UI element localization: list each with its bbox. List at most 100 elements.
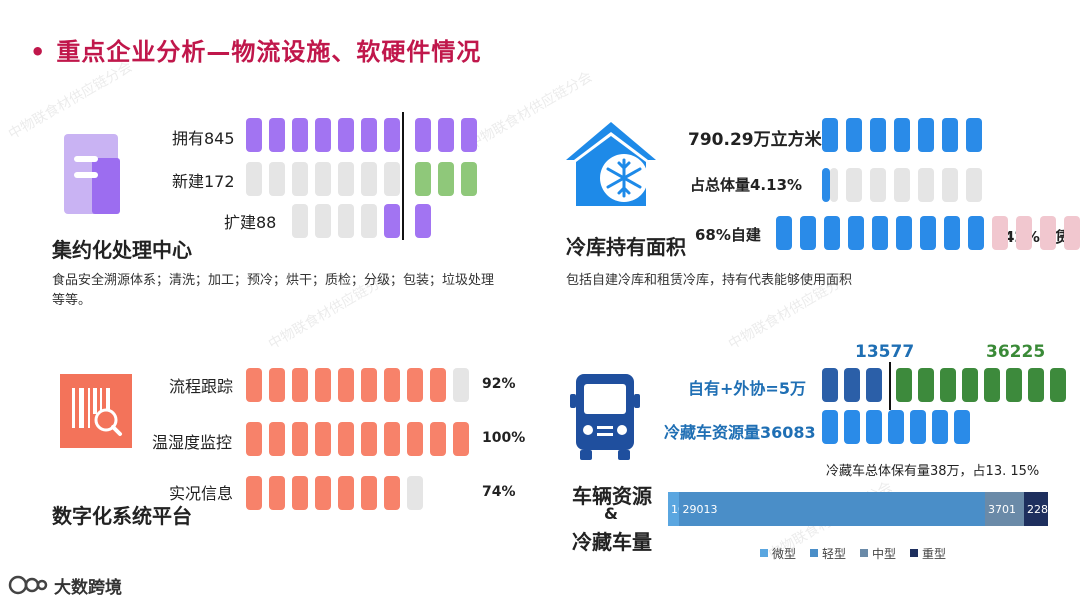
- truck-icon: [570, 370, 640, 462]
- own-vehicles-value: 13577: [855, 342, 915, 362]
- outsourced-vehicle-bar: [918, 368, 934, 402]
- outsourced-vehicle-bar: [962, 368, 978, 402]
- cold-storage-total-bar: [894, 118, 910, 152]
- outsourced-vehicle-bar: [940, 368, 956, 402]
- legend-swatch: [860, 549, 869, 557]
- icon-bar-row-0: [384, 118, 400, 152]
- brand-logo-icon: [8, 575, 48, 595]
- cold-storage-self-label: 68%自建: [695, 226, 761, 244]
- reefer-resource-bar: [954, 410, 970, 444]
- icon-bar-row-1: [361, 162, 377, 196]
- icon-bar-row-0: [361, 118, 377, 152]
- legend-label: 中型: [872, 546, 897, 561]
- row-label-owned: 拥有845: [172, 129, 235, 148]
- processing-center-description: 食品安全溯源体系；清洗；加工；预冷；烘干；质检；分级；包装；垃圾处理等等。: [52, 273, 495, 308]
- digital-bar-row-2: [338, 476, 354, 510]
- digital-bar-row-0: [292, 368, 308, 402]
- own-vehicle-bar: [822, 368, 838, 402]
- pct-process-tracking: 92%: [482, 376, 516, 392]
- cold-storage-share-bar: [830, 168, 838, 202]
- icon-bar-row-2: [292, 204, 308, 238]
- outsourced-vehicle-bar: [984, 368, 1000, 402]
- cold-storage-total-bar: [846, 118, 862, 152]
- digital-bar-row-2: [361, 476, 377, 510]
- cold-storage-self-bar: [920, 216, 936, 250]
- reefer-type-legend: 微型 轻型 中型 重型: [760, 542, 960, 562]
- digital-bar-row-1: [246, 422, 262, 456]
- pct-temp-humidity: 100%: [482, 430, 526, 446]
- cold-storage-total-bar: [870, 118, 886, 152]
- outsourced-vehicle-bar: [1006, 368, 1022, 402]
- cold-storage-total-bar: [966, 118, 982, 152]
- digital-bar-row-1: [453, 422, 469, 456]
- vehicles-heading-amp: &: [604, 504, 618, 523]
- reefer-label: 冷藏车资源量36083: [664, 423, 816, 442]
- digital-bar-row-0: [453, 368, 469, 402]
- digital-bar-row-0: [338, 368, 354, 402]
- icon-bar-row-0: [315, 118, 331, 152]
- bullet-icon: •: [30, 38, 47, 66]
- cold-storage-share-label: 占总体量4.13%: [690, 176, 803, 194]
- icon-bar-row-1: [315, 162, 331, 196]
- cold-storage-self-bar: [944, 216, 960, 250]
- pct-live-info: 74%: [482, 484, 516, 500]
- digital-bar-row-0: [246, 368, 262, 402]
- cold-storage-share-bar: [918, 168, 934, 202]
- reefer-resource-bar: [844, 410, 860, 444]
- icon-bar-row-1: [338, 162, 354, 196]
- cold-storage-share-bar: [846, 168, 862, 202]
- vehicles-heading-line1: 车辆资源: [572, 484, 652, 508]
- building-icon: [62, 128, 124, 216]
- digital-bar-row-0: [315, 368, 331, 402]
- cold-storage-total-bar: [918, 118, 934, 152]
- digital-bar-row-2: [384, 476, 400, 510]
- cold-storage-total-bar: [822, 118, 838, 152]
- digital-bar-row-1: [315, 422, 331, 456]
- outsourced-vehicle-bar: [896, 368, 912, 402]
- cold-storage-lease-bar: [992, 216, 1008, 250]
- cold-storage-self-bar: [824, 216, 840, 250]
- snowflake-house-icon: [562, 118, 660, 208]
- barcode-search-icon: [60, 374, 132, 448]
- cold-storage-share-bar: [942, 168, 958, 202]
- digital-bar-row-1: [292, 422, 308, 456]
- stack-segment: 29013: [679, 492, 985, 526]
- legend-item: 中型: [860, 545, 896, 562]
- reefer-resource-bar: [910, 410, 926, 444]
- stack-segment-label: 3701: [988, 502, 1016, 516]
- row-label-process-tracking: 流程跟踪: [169, 377, 234, 396]
- legend-item: 微型: [760, 545, 796, 562]
- digital-bar-row-0: [269, 368, 285, 402]
- brand-logo: 大数跨境: [8, 572, 122, 598]
- cold-storage-lease-bar: [1040, 216, 1056, 250]
- icon-bar-row-0: [438, 118, 454, 152]
- row-label-temp-humidity: 温湿度监控: [152, 433, 233, 452]
- stack-segment: 1088: [668, 492, 699, 526]
- icon-bar-row-2: [415, 204, 431, 238]
- row-label-expanded: 扩建88: [224, 213, 277, 232]
- legend-label: 微型: [772, 546, 797, 561]
- legend-item: 轻型: [810, 545, 846, 562]
- cold-storage-share-bar: [894, 168, 910, 202]
- cold-storage-total-bar: [942, 118, 958, 152]
- digital-bar-row-2: [246, 476, 262, 510]
- digital-bar-row-1: [407, 422, 423, 456]
- icon-bar-row-1: [269, 162, 285, 196]
- digital-bar-row-0: [361, 368, 377, 402]
- own-vehicle-bar: [844, 368, 860, 402]
- reefer-type-stacked-bar: 108829013 3701 2281: [668, 492, 1055, 526]
- digital-bar-row-0: [430, 368, 446, 402]
- cold-storage-self-bar: [848, 216, 864, 250]
- digital-bar-row-1: [338, 422, 354, 456]
- icon-bar-row-0: [461, 118, 477, 152]
- own-outsourced-label: 自有+外协=5万: [688, 375, 806, 399]
- icon-bar-row-0: [292, 118, 308, 152]
- digital-bar-row-2: [292, 476, 308, 510]
- reefer-resource-bar: [932, 410, 948, 444]
- icon-bar-row-2: [361, 204, 377, 238]
- legend-swatch: [810, 549, 819, 557]
- vehicle-divider: [889, 362, 891, 410]
- outsourced-label: +外协=5万: [720, 379, 806, 398]
- digital-bar-row-0: [407, 368, 423, 402]
- icon-bar-row-1: [246, 162, 262, 196]
